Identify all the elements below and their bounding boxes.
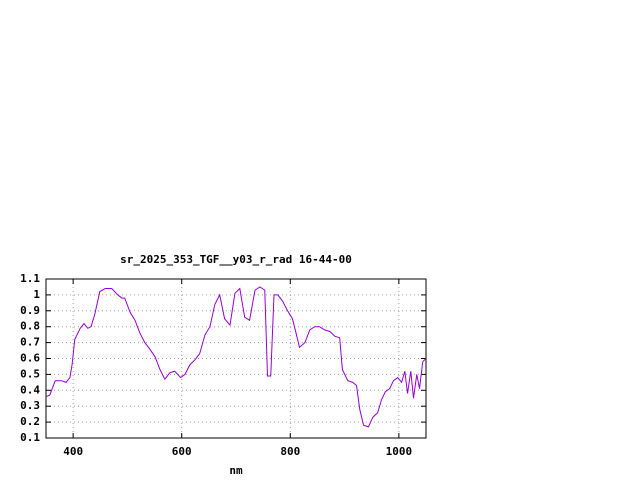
data-line bbox=[45, 286, 427, 428]
y-tick-label: 1 bbox=[33, 288, 40, 301]
y-tick-label: 0.8 bbox=[20, 320, 40, 333]
y-tick-label: 0.6 bbox=[20, 352, 40, 365]
x-tick-label: 800 bbox=[280, 445, 300, 458]
y-tick-label: 0.4 bbox=[20, 383, 40, 396]
y-tick-label: 0.9 bbox=[20, 304, 40, 317]
x-tick-label: 1000 bbox=[386, 445, 413, 458]
y-tick-label: 1.1 bbox=[20, 272, 40, 285]
chart-title: sr_2025_353_TGF__y03_r_rad 16-44-00 bbox=[120, 253, 352, 266]
y-tick-label: 0.3 bbox=[20, 399, 40, 412]
y-tick-label: 0.1 bbox=[20, 431, 40, 444]
y-tick-label: 0.5 bbox=[20, 367, 40, 380]
y-tick-label: 0.2 bbox=[20, 415, 40, 428]
x-tick-label: 600 bbox=[172, 445, 192, 458]
x-tick-label: 400 bbox=[63, 445, 83, 458]
x-axis-label: nm bbox=[229, 464, 243, 477]
y-tick-label: 0.7 bbox=[20, 336, 40, 349]
